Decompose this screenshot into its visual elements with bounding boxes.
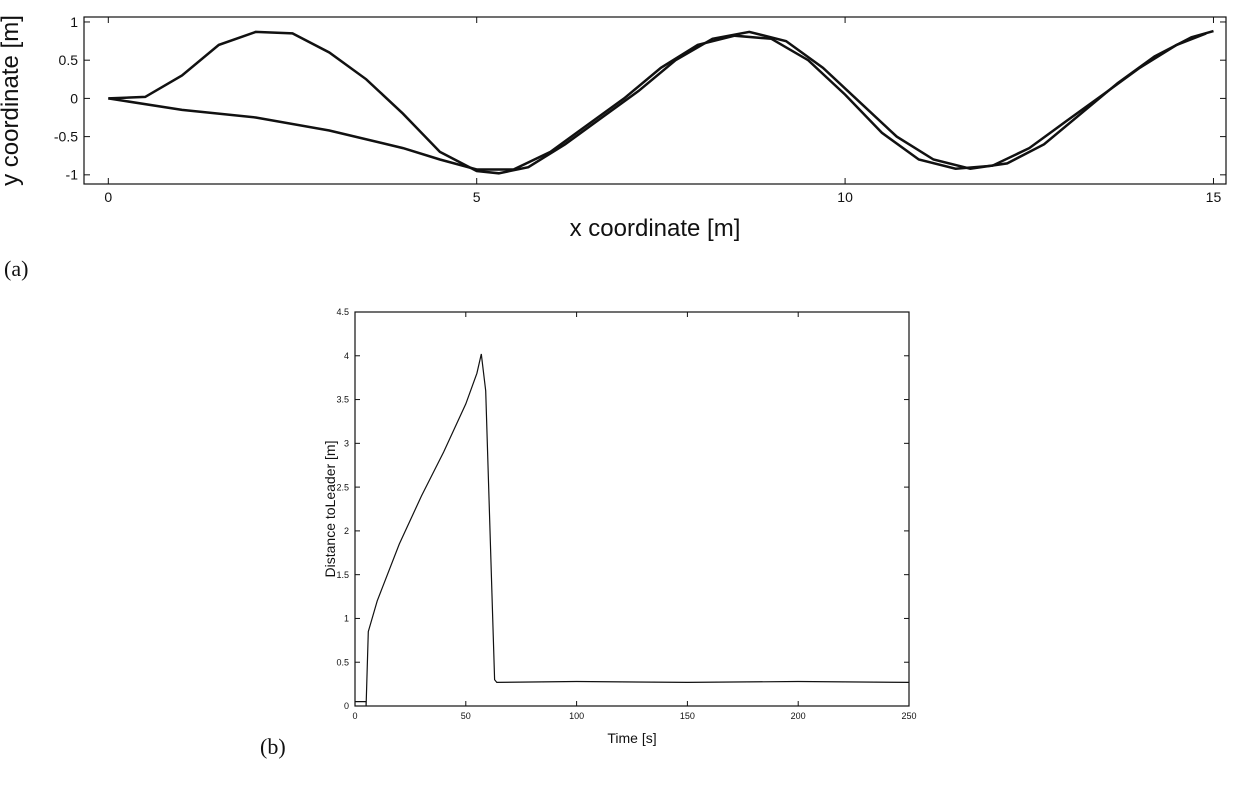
y-tick-label: 2.5 <box>336 482 349 492</box>
plot-frame <box>83 16 1227 185</box>
y-tick-label: 0 <box>70 90 78 106</box>
y-tick-label: 4 <box>344 351 349 361</box>
x-axis-label: x coordinate [m] <box>570 215 741 242</box>
x-tick-label: 0 <box>104 189 112 205</box>
trajectory-line <box>108 29 1214 175</box>
x-tick-label: 50 <box>461 711 471 721</box>
x-tick-label: 0 <box>352 711 357 721</box>
y-axis-label: y coordinate [m] <box>0 15 24 186</box>
x-tick-label: 150 <box>680 711 695 721</box>
y-axis-label: Distance toLeader [m] <box>322 441 338 578</box>
y-tick-label: 1.5 <box>336 570 349 580</box>
plot-frame <box>354 311 910 707</box>
y-tick-label: -0.5 <box>54 129 78 145</box>
x-tick-label: 200 <box>791 711 806 721</box>
x-tick-label: 15 <box>1206 189 1222 205</box>
y-tick-label: 0.5 <box>59 52 79 68</box>
y-tick-label: 3.5 <box>336 395 349 405</box>
y-tick-label: -1 <box>66 167 79 183</box>
x-tick-label: 10 <box>837 189 853 205</box>
panel-label: (a) <box>4 256 28 281</box>
x-axis-label: Time [s] <box>607 730 656 746</box>
x-tick-label: 5 <box>473 189 481 205</box>
x-tick-label: 100 <box>569 711 584 721</box>
y-tick-label: 4.5 <box>336 307 349 317</box>
y-tick-label: 1 <box>344 614 349 624</box>
y-tick-label: 1 <box>70 14 78 30</box>
trajectory-line <box>108 32 1207 171</box>
panel-label: (b) <box>260 734 286 759</box>
y-tick-label: 0 <box>344 701 349 711</box>
y-tick-label: 0.5 <box>336 657 349 667</box>
y-tick-label: 2 <box>344 526 349 536</box>
trajectory-line <box>355 353 910 707</box>
x-tick-label: 250 <box>901 711 916 721</box>
y-tick-label: 3 <box>344 438 349 448</box>
